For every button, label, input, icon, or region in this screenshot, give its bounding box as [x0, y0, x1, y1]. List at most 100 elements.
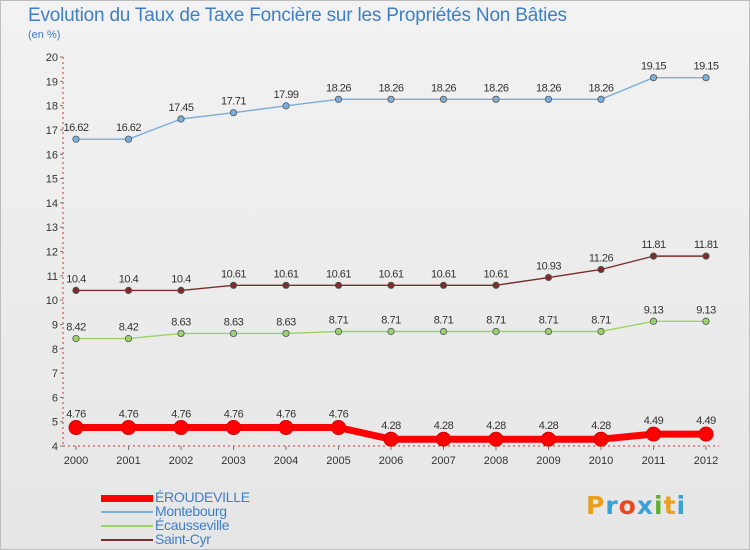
logo-letter: r — [605, 491, 619, 520]
data-point-eroudeville — [226, 420, 241, 436]
logo-letter: i — [676, 491, 687, 520]
data-label-eroudeville: 4.76 — [224, 409, 244, 421]
data-label-eroudeville: 4.28 — [539, 420, 559, 432]
x-tick-label: 2011 — [642, 455, 666, 467]
data-point-saint-cyr — [177, 286, 185, 294]
x-tick-label: 2009 — [536, 455, 560, 467]
chart-data-labels: 16.62 16.62 17.45 17.71 17.99 18.26 18.26 18.26… — [63, 61, 719, 433]
data-point-montebourg — [72, 135, 80, 143]
data-point-ecausseville — [702, 317, 710, 325]
data-point-eroudeville — [436, 431, 451, 447]
data-point-ecausseville — [387, 327, 395, 336]
data-label-saint-cyr: 10.61 — [273, 268, 298, 280]
legend-swatch — [101, 525, 153, 527]
data-point-saint-cyr — [334, 281, 343, 289]
legend-swatch — [101, 495, 153, 502]
data-label-saint-cyr: 11.81 — [641, 239, 666, 251]
data-label-saint-cyr: 10.4 — [119, 273, 139, 285]
x-tick-label: 2007 — [431, 455, 455, 467]
data-label-ecausseville: 9.13 — [644, 304, 664, 316]
data-point-eroudeville — [331, 420, 346, 436]
series-montebourg — [72, 74, 710, 143]
data-label-saint-cyr: 11.26 — [589, 252, 614, 264]
y-tick-label: 16 — [46, 149, 58, 161]
data-point-ecausseville — [492, 327, 500, 336]
data-label-montebourg: 18.26 — [326, 82, 351, 94]
y-tick-label: 15 — [46, 174, 58, 186]
data-label-eroudeville: 4.76 — [119, 409, 139, 421]
data-point-montebourg — [229, 109, 238, 117]
data-point-ecausseville — [649, 317, 658, 325]
chart-title: Evolution du Taux de Taxe Foncière sur l… — [28, 5, 567, 26]
data-label-saint-cyr: 10.4 — [171, 273, 191, 285]
data-label-eroudeville: 4.49 — [644, 415, 664, 427]
data-label-ecausseville: 8.63 — [224, 316, 244, 328]
x-tick-label: 2001 — [116, 455, 140, 467]
data-label-ecausseville: 8.63 — [276, 316, 296, 328]
data-point-montebourg — [544, 95, 553, 103]
data-label-ecausseville: 8.42 — [119, 322, 139, 334]
data-point-montebourg — [124, 135, 133, 143]
data-point-montebourg — [282, 102, 290, 110]
data-label-eroudeville: 4.28 — [591, 420, 611, 432]
y-tick-label: 8 — [52, 344, 58, 356]
data-label-montebourg: 17.71 — [221, 96, 246, 108]
y-tick-label: 6 — [52, 392, 58, 404]
data-label-montebourg: 18.26 — [378, 82, 403, 94]
data-label-eroudeville: 4.28 — [434, 420, 454, 432]
data-label-eroudeville: 4.76 — [276, 409, 296, 421]
series-ecausseville — [72, 317, 710, 343]
data-point-ecausseville — [597, 327, 605, 336]
data-label-montebourg: 16.62 — [63, 122, 88, 134]
data-point-ecausseville — [229, 329, 238, 338]
series-saint-cyr — [72, 252, 710, 294]
data-label-montebourg: 18.26 — [588, 82, 613, 94]
data-point-eroudeville — [698, 426, 714, 442]
data-label-ecausseville: 8.71 — [329, 314, 349, 326]
proxiti-logo: Proxiti — [586, 491, 686, 520]
x-tick-label: 2004 — [274, 455, 298, 467]
legend-label: Écausseville — [155, 517, 230, 533]
data-point-saint-cyr — [702, 252, 710, 260]
data-label-ecausseville: 8.63 — [171, 316, 191, 328]
y-tick-label: 19 — [46, 76, 58, 88]
data-label-ecausseville: 8.71 — [539, 314, 559, 326]
data-label-eroudeville: 4.28 — [486, 420, 506, 432]
data-label-montebourg: 17.45 — [168, 102, 193, 114]
data-label-ecausseville: 8.71 — [434, 314, 454, 326]
legend-label: Saint-Cyr — [155, 531, 211, 547]
data-label-ecausseville: 8.42 — [66, 322, 86, 334]
x-tick-label: 2000 — [64, 455, 88, 467]
data-point-montebourg — [597, 95, 605, 103]
x-tick-label: 2002 — [169, 455, 193, 467]
y-tick-label: 20 — [46, 52, 58, 64]
data-point-eroudeville — [488, 431, 504, 447]
data-label-saint-cyr: 10.4 — [66, 273, 86, 285]
data-label-saint-cyr: 10.61 — [378, 268, 403, 280]
data-label-ecausseville: 9.13 — [696, 304, 716, 316]
data-point-ecausseville — [282, 329, 290, 338]
y-tick-label: 9 — [52, 319, 58, 331]
chart-series — [68, 74, 714, 447]
data-point-saint-cyr — [282, 281, 290, 289]
data-label-ecausseville: 8.71 — [486, 314, 506, 326]
logo-letter: i — [654, 491, 664, 520]
y-tick-label: 11 — [47, 271, 58, 283]
y-tick-label: 4 — [52, 441, 58, 453]
data-label-saint-cyr: 10.61 — [326, 268, 351, 280]
data-label-ecausseville: 8.71 — [591, 314, 611, 326]
chart-axes: 4 5 6 7 8 9 10 11 12 13 14 15 16 17 18 19 20 2000 2001 2002… — [46, 52, 719, 467]
data-point-eroudeville — [278, 420, 294, 436]
data-point-ecausseville — [334, 327, 343, 336]
data-point-saint-cyr — [229, 281, 238, 289]
chart-unit-label: (en %) — [28, 29, 61, 41]
x-tick-label: 2008 — [484, 455, 508, 467]
data-label-montebourg: 18.26 — [483, 82, 508, 94]
data-label-eroudeville: 4.28 — [381, 420, 401, 432]
data-point-eroudeville — [646, 426, 661, 442]
legend-swatch — [101, 539, 153, 541]
data-label-ecausseville: 8.71 — [381, 314, 401, 326]
data-label-eroudeville: 4.76 — [329, 409, 349, 421]
